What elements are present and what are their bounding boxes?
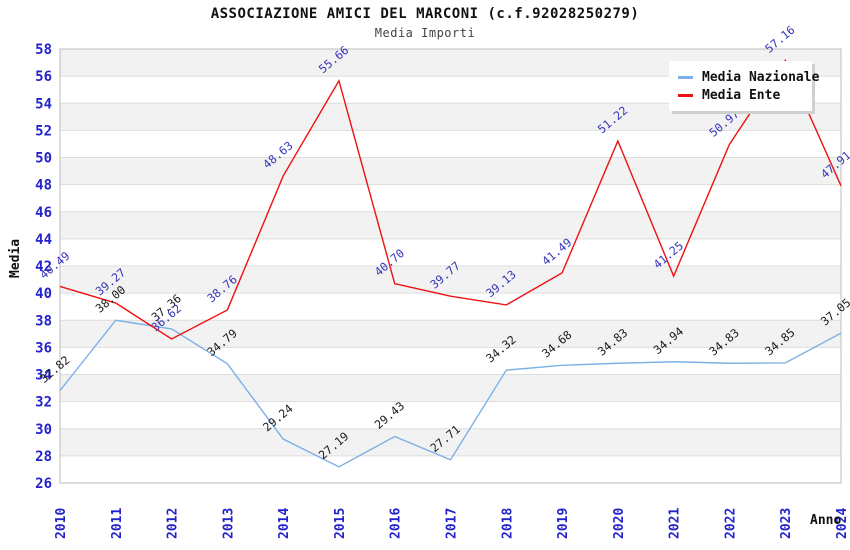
svg-text:2018: 2018 [500,508,515,539]
legend-label: Media Nazionale [702,69,820,85]
svg-text:2021: 2021 [668,508,683,539]
svg-text:29.43: 29.43 [372,399,408,432]
svg-text:28: 28 [35,449,52,465]
svg-text:2015: 2015 [333,508,348,539]
svg-text:2010: 2010 [54,508,69,539]
svg-text:2014: 2014 [277,508,292,539]
svg-text:32: 32 [35,395,52,411]
legend-line-swatch-nazionale [678,75,693,79]
svg-text:2022: 2022 [723,508,738,539]
svg-text:54: 54 [35,96,52,112]
svg-text:56: 56 [35,69,52,85]
svg-text:2020: 2020 [612,508,627,539]
svg-text:34: 34 [35,368,52,384]
svg-text:44: 44 [35,232,52,248]
svg-text:48: 48 [35,178,52,194]
svg-text:2011: 2011 [110,508,125,539]
chart-subtitle: Media Importi [374,26,476,40]
svg-text:2023: 2023 [779,508,794,539]
svg-text:41.49: 41.49 [539,235,575,268]
svg-text:50: 50 [35,151,52,167]
svg-text:36: 36 [35,340,52,356]
legend-entry-media-nazionale: Media Nazionale [678,69,819,85]
svg-text:52: 52 [35,123,52,139]
svg-text:30: 30 [35,422,52,438]
svg-text:26: 26 [35,476,52,492]
chart-legend: Media Nazionale Media Ente [669,61,819,111]
legend-line-swatch-ente [678,93,693,97]
svg-text:2013: 2013 [221,508,236,539]
svg-text:40: 40 [35,286,52,302]
svg-text:2019: 2019 [556,508,571,539]
svg-text:2017: 2017 [445,508,460,539]
chart-title: ASSOCIAZIONE AMICI DEL MARCONI (c.f.9202… [210,6,640,22]
svg-text:42: 42 [35,259,52,275]
svg-text:2016: 2016 [389,508,404,539]
svg-text:46: 46 [35,205,52,221]
y-axis-title: Media [8,238,23,278]
svg-text:2012: 2012 [166,508,181,539]
legend-entry-media-ente: Media Ente [678,87,812,103]
svg-text:38: 38 [35,313,52,329]
svg-text:58: 58 [35,42,52,58]
svg-text:2024: 2024 [835,508,850,539]
legend-label: Media Ente [702,87,781,103]
x-axis-title: Anno [810,513,842,528]
